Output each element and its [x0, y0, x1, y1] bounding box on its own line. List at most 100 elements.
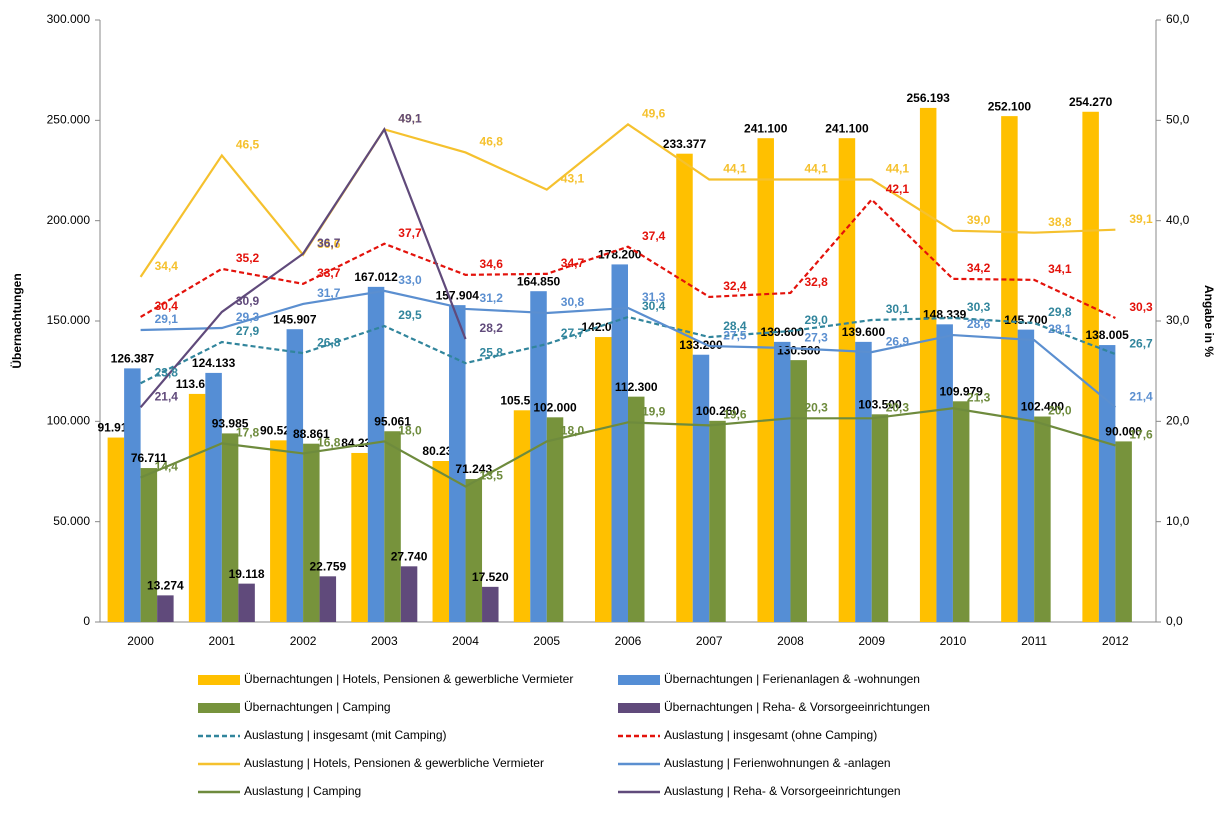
legend-label: Auslastung | Ferienwohnungen & -anlagen	[664, 756, 891, 770]
legend-swatch	[618, 675, 660, 685]
bar	[140, 468, 158, 622]
line-value-label: 49,1	[398, 112, 422, 126]
bar	[482, 586, 499, 622]
line-value-label: 34,6	[480, 257, 504, 271]
line-value-label: 36,7	[317, 236, 341, 250]
line-value-label: 13,5	[480, 469, 504, 483]
bar	[367, 286, 385, 622]
bar-value-label: 100.260	[696, 404, 740, 418]
line-value-label: 32,8	[804, 275, 828, 289]
bar	[238, 583, 255, 622]
line-value-label: 34,4	[155, 259, 179, 273]
bar	[465, 479, 483, 622]
y-tick-label: 50.000	[53, 514, 90, 528]
line-value-label: 19,6	[723, 408, 747, 422]
bar	[221, 433, 239, 622]
line-value-label: 44,1	[804, 162, 828, 176]
bar	[107, 437, 125, 622]
bar-value-label: 167.012	[354, 270, 398, 284]
line-value-label: 28,6	[967, 317, 991, 331]
legend-label: Übernachtungen | Reha- & Vorsorgeeinrich…	[664, 700, 930, 714]
bar-value-label: 256.193	[906, 91, 950, 105]
line-value-label: 30,4	[155, 299, 179, 313]
line-value-label: 33,0	[398, 273, 422, 287]
bar-value-label: 19.118	[229, 567, 265, 581]
legend-label: Auslastung | insgesamt (mit Camping)	[244, 728, 447, 742]
bar	[1001, 116, 1018, 623]
bar	[790, 360, 807, 622]
bar	[530, 291, 547, 622]
line-value-label: 30,3	[967, 300, 991, 314]
legend-label: Auslastung | insgesamt (ohne Camping)	[664, 728, 877, 742]
x-tick-label: 2002	[290, 634, 317, 648]
bar	[432, 461, 450, 622]
bar	[676, 153, 693, 622]
line-value-label: 25,8	[480, 345, 504, 359]
bar	[919, 107, 937, 622]
legend-label: Übernachtungen | Camping	[244, 700, 391, 714]
line-value-label: 20,3	[886, 400, 910, 414]
y-tick-label: 0	[83, 614, 90, 628]
bar-value-label: 124.133	[192, 356, 236, 370]
legend-label: Übernachtungen | Hotels, Pensionen & gew…	[244, 672, 573, 686]
line-value-label: 26,9	[886, 334, 910, 348]
bar-value-label: 254.270	[1069, 95, 1113, 109]
line-value-label: 16,8	[317, 436, 341, 450]
legend-swatch	[198, 703, 240, 713]
bar-value-label: 17.520	[472, 570, 509, 584]
line-value-label: 21,3	[967, 390, 991, 404]
line-value-label: 31,2	[480, 291, 504, 305]
bar-value-label: 109.979	[939, 384, 983, 398]
bar-value-label: 139.600	[842, 325, 886, 339]
line-value-label: 29,0	[804, 313, 828, 327]
bar-value-label: 252.100	[988, 99, 1032, 113]
bar	[384, 431, 401, 622]
bar	[757, 138, 774, 622]
line-value-label: 43,1	[561, 172, 585, 186]
bar	[513, 410, 531, 622]
y2-tick-label: 10,0	[1166, 514, 1190, 528]
y2-tick-label: 60,0	[1166, 12, 1190, 26]
bar-value-label: 93.985	[212, 417, 249, 431]
line-value-label: 44,1	[886, 162, 910, 176]
y2-tick-label: 20,0	[1166, 414, 1190, 428]
bar	[692, 354, 710, 622]
bar	[351, 452, 368, 622]
bar-value-label: 71.243	[455, 462, 492, 476]
line-value-label: 28,4	[723, 319, 747, 333]
line-value-label: 34,2	[967, 261, 991, 275]
bar	[286, 329, 304, 622]
bar	[1098, 345, 1116, 622]
y-tick-label: 100.000	[47, 414, 91, 428]
line-value-label: 18,0	[398, 424, 422, 438]
line-value-label: 23,8	[155, 365, 179, 379]
y-tick-label: 150.000	[47, 313, 91, 327]
x-tick-label: 2008	[777, 634, 804, 648]
line-value-label: 21,4	[155, 389, 179, 403]
line-value-label: 26,7	[1129, 336, 1153, 350]
y2-axis-label: Angabe in %	[1202, 285, 1216, 357]
bar-value-label: 88.861	[293, 427, 330, 441]
line	[140, 407, 1116, 488]
bar	[871, 414, 889, 622]
y2-tick-label: 0,0	[1166, 614, 1183, 628]
line-value-label: 27,5	[723, 328, 747, 342]
bar-value-label: 145.700	[1004, 313, 1048, 327]
bar	[1082, 111, 1099, 623]
line-value-label: 18,0	[561, 424, 585, 438]
y2-tick-label: 30,0	[1166, 313, 1190, 327]
line-value-label: 49,1	[398, 112, 422, 126]
x-tick-label: 2009	[858, 634, 885, 648]
line-value-label: 37,7	[398, 226, 422, 240]
bar-value-label: 164.850	[517, 274, 561, 288]
bar	[952, 401, 970, 622]
bar-value-label: 90.000	[1105, 425, 1142, 439]
x-tick-label: 2001	[208, 634, 235, 648]
bar	[838, 138, 856, 622]
y2-tick-label: 40,0	[1166, 213, 1190, 227]
line-value-label: 29,3	[236, 310, 260, 324]
x-tick-label: 2007	[696, 634, 723, 648]
bar	[124, 368, 141, 622]
bar-value-label: 76.711	[131, 451, 167, 465]
